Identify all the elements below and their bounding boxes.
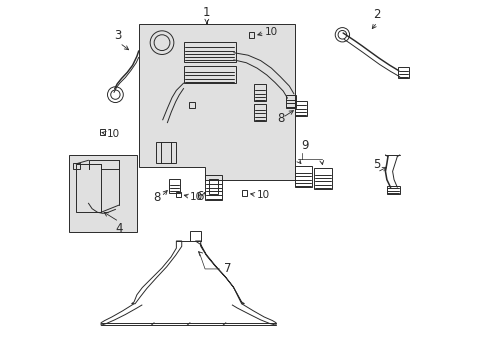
- Bar: [155, 142, 176, 163]
- Text: 8: 8: [153, 191, 161, 204]
- Bar: [254, 104, 265, 121]
- Bar: [397, 67, 408, 78]
- Bar: [69, 155, 137, 232]
- Bar: [190, 231, 201, 241]
- Bar: [285, 95, 295, 108]
- Polygon shape: [139, 24, 294, 180]
- Bar: [169, 179, 180, 193]
- Text: 7: 7: [223, 262, 231, 275]
- Text: 10: 10: [256, 190, 269, 200]
- Text: 10: 10: [264, 27, 278, 37]
- Bar: [183, 66, 235, 83]
- Text: 10: 10: [106, 129, 119, 139]
- Bar: [176, 192, 180, 197]
- Bar: [314, 168, 331, 189]
- Bar: [208, 179, 217, 194]
- Text: 8: 8: [277, 112, 285, 125]
- Bar: [254, 84, 265, 101]
- Bar: [204, 175, 222, 200]
- Bar: [294, 166, 311, 187]
- Bar: [294, 101, 306, 116]
- Text: 1: 1: [203, 6, 210, 19]
- Text: 5: 5: [373, 158, 380, 171]
- Text: 3: 3: [114, 29, 122, 42]
- Bar: [386, 186, 399, 194]
- Bar: [188, 102, 195, 108]
- Text: 10: 10: [190, 192, 203, 202]
- Text: 2: 2: [373, 9, 380, 22]
- Bar: [248, 32, 254, 39]
- Bar: [242, 190, 246, 196]
- Bar: [100, 130, 105, 135]
- Text: 9: 9: [301, 139, 308, 152]
- Bar: [73, 163, 80, 169]
- Text: 6: 6: [195, 190, 203, 203]
- Text: 4: 4: [115, 222, 122, 235]
- Bar: [183, 42, 235, 62]
